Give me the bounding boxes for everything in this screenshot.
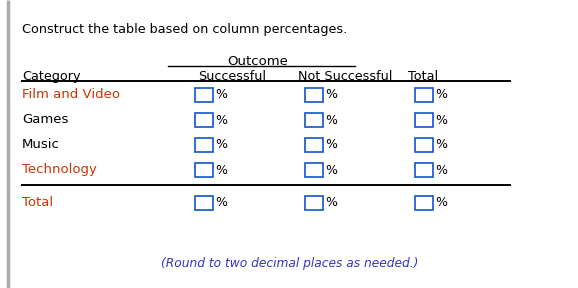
Text: Construct the table based on column percentages.: Construct the table based on column perc… (22, 23, 347, 36)
Bar (195, 138, 213, 152)
Text: %: % (325, 164, 337, 177)
Bar (305, 196, 323, 210)
Text: %: % (215, 196, 227, 209)
Text: %: % (215, 164, 227, 177)
Text: %: % (325, 196, 337, 209)
Bar (415, 88, 433, 102)
Text: Games: Games (22, 113, 68, 126)
Text: Film and Video: Film and Video (22, 88, 120, 101)
Bar (195, 163, 213, 177)
Bar (305, 113, 323, 127)
Bar (305, 88, 323, 102)
Text: Outcome: Outcome (228, 55, 288, 68)
Text: Total: Total (22, 196, 53, 209)
Text: %: % (435, 196, 447, 209)
Text: Music: Music (22, 138, 60, 151)
Text: %: % (325, 88, 337, 101)
Text: Category: Category (22, 70, 80, 83)
Text: %: % (325, 139, 337, 151)
Text: %: % (215, 88, 227, 101)
Text: Technology: Technology (22, 163, 97, 176)
Text: %: % (325, 113, 337, 126)
Text: (Round to two decimal places as needed.): (Round to two decimal places as needed.) (161, 257, 418, 270)
Bar (305, 163, 323, 177)
Bar (415, 138, 433, 152)
Bar (305, 138, 323, 152)
Text: Total: Total (408, 70, 438, 83)
Bar (195, 88, 213, 102)
Text: %: % (215, 139, 227, 151)
Bar (415, 196, 433, 210)
Text: %: % (435, 113, 447, 126)
Bar (195, 196, 213, 210)
Text: %: % (435, 88, 447, 101)
Text: %: % (435, 164, 447, 177)
Text: %: % (215, 113, 227, 126)
Bar (415, 163, 433, 177)
Bar (195, 113, 213, 127)
Text: Successful: Successful (198, 70, 266, 83)
Text: %: % (435, 139, 447, 151)
Bar (415, 113, 433, 127)
Text: Not Successful: Not Successful (298, 70, 392, 83)
